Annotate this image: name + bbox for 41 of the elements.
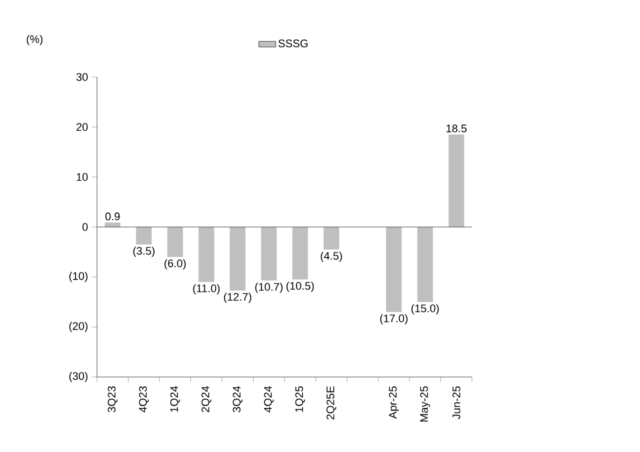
- data-label: (10.5): [286, 282, 314, 292]
- data-label: (3.5): [133, 246, 154, 257]
- bar: [261, 227, 277, 280]
- y-tick-label: 20: [76, 123, 88, 131]
- x-tick-label: 2Q25E: [326, 386, 336, 420]
- bar: [386, 227, 402, 312]
- bar: [448, 134, 464, 228]
- data-label: (10.7): [255, 282, 283, 293]
- x-tick-label: May-25: [420, 386, 430, 422]
- x-tick-label: 4Q24: [264, 386, 274, 412]
- data-label: 18.5: [446, 124, 467, 132]
- data-label: (6.0): [164, 259, 186, 270]
- bar: [230, 227, 246, 290]
- x-tick-label: 1Q25: [295, 386, 305, 412]
- data-label: 0.9: [105, 212, 120, 220]
- bar: [417, 227, 433, 302]
- y-tick-label: 0: [82, 223, 88, 231]
- x-tick-label: 1Q24: [170, 386, 180, 412]
- y-tick-label: 30: [76, 73, 88, 81]
- bar: [324, 227, 340, 250]
- bar: [292, 227, 308, 280]
- y-tick-label: 10: [76, 173, 88, 181]
- x-tick-label: 2Q24: [202, 386, 212, 412]
- bar: [136, 227, 152, 244]
- x-tick-label: 3Q23: [108, 386, 118, 412]
- data-label: (4.5): [320, 252, 342, 262]
- bar: [198, 227, 214, 282]
- y-tick-label: (30): [69, 372, 88, 382]
- data-label: (11.0): [193, 284, 220, 294]
- x-tick-label: Jun-25: [452, 386, 460, 420]
- x-tick-label: 4Q23: [139, 386, 149, 412]
- legend-label: SSSG: [278, 40, 308, 48]
- data-label: (12.7): [224, 292, 252, 303]
- bar: [167, 227, 183, 257]
- data-label: (15.0): [411, 304, 439, 314]
- y-axis-title: (%): [26, 34, 42, 46]
- data-label: (17.0): [380, 314, 408, 324]
- y-tick-label: (10): [69, 272, 88, 282]
- x-tick-label: 3Q24: [232, 386, 242, 412]
- x-tick-label: Apr-25: [388, 386, 399, 419]
- y-tick-label: (20): [69, 322, 88, 332]
